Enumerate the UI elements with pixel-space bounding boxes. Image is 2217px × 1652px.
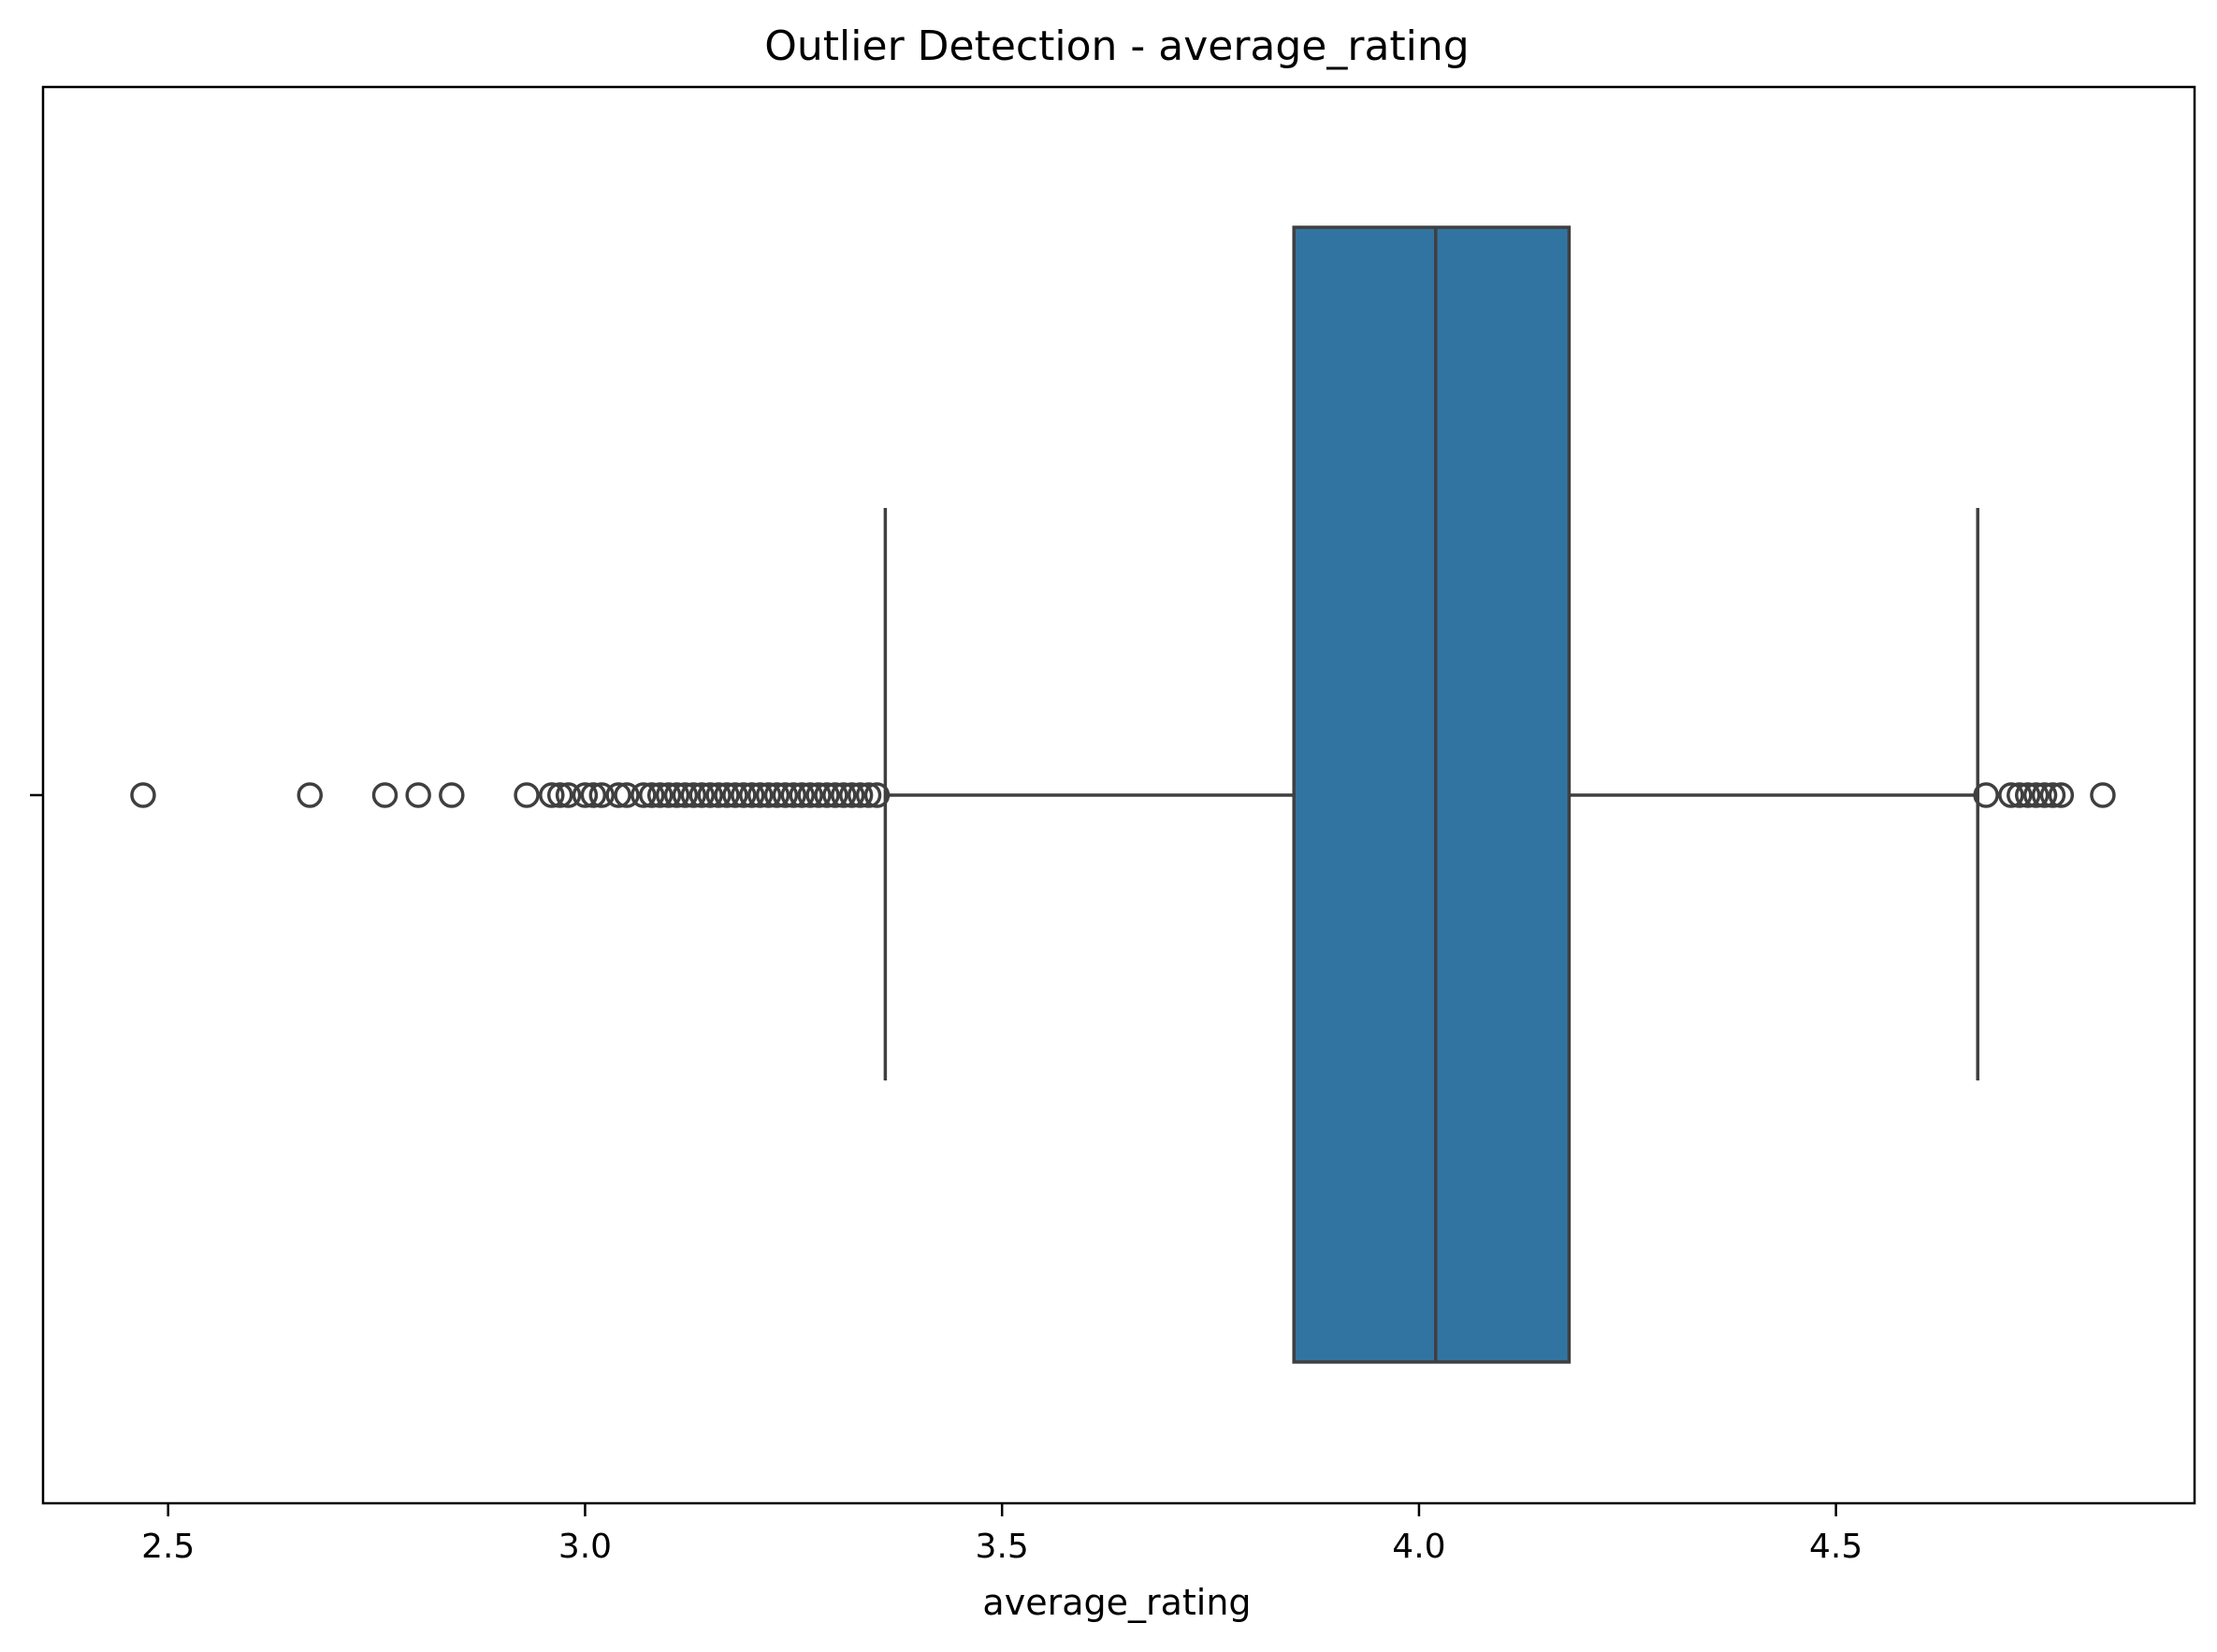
outlier-point bbox=[646, 782, 674, 808]
outlier-point bbox=[555, 782, 582, 808]
outlier-point bbox=[580, 782, 607, 808]
outlier-point bbox=[838, 782, 865, 808]
outlier-point bbox=[789, 782, 815, 808]
plot-area bbox=[41, 85, 2196, 1505]
x-tick-label: 3.5 bbox=[976, 1528, 1029, 1566]
outlier-point bbox=[763, 782, 790, 808]
outlier-point bbox=[1998, 782, 2024, 808]
outlier-point bbox=[2014, 782, 2041, 808]
x-tick-label: 3.0 bbox=[558, 1528, 612, 1566]
outlier-point bbox=[2048, 782, 2075, 808]
outlier-point bbox=[2031, 782, 2058, 808]
outlier-point bbox=[439, 782, 465, 808]
outlier-point bbox=[2039, 782, 2066, 808]
outlier-point bbox=[739, 782, 765, 808]
chart-title: Outlier Detection - average_rating bbox=[764, 22, 1469, 70]
outlier-point bbox=[2022, 782, 2050, 808]
outlier-point bbox=[2007, 782, 2033, 808]
outlier-point bbox=[805, 782, 832, 808]
outlier-point bbox=[855, 782, 882, 808]
outlier-point bbox=[2090, 782, 2116, 808]
outlier-point bbox=[655, 782, 682, 808]
outlier-point bbox=[831, 782, 857, 808]
outlier-point bbox=[639, 782, 665, 808]
outlier-point bbox=[731, 782, 757, 808]
outlier-point bbox=[614, 782, 640, 808]
outlier-point bbox=[780, 782, 807, 808]
outlier-point bbox=[697, 782, 723, 808]
outlier-point bbox=[714, 782, 740, 808]
outlier-point bbox=[680, 782, 707, 808]
outlier-point bbox=[863, 782, 891, 808]
outlier-point bbox=[572, 782, 599, 808]
outlier-point bbox=[797, 782, 823, 808]
outlier-point bbox=[297, 782, 324, 808]
outlier-point bbox=[663, 782, 690, 808]
outlier-point bbox=[755, 782, 782, 808]
outlier-point bbox=[371, 782, 398, 808]
x-tick-label: 2.5 bbox=[141, 1528, 195, 1566]
outlier-point bbox=[722, 782, 748, 808]
outlier-point bbox=[1973, 782, 1999, 808]
x-axis: 2.5 3.0 3.5 4.0 4.5 bbox=[30, 793, 1862, 1566]
outlier-point bbox=[514, 782, 540, 808]
outlier-point bbox=[539, 782, 565, 808]
x-axis-label: average_rating bbox=[982, 1582, 1251, 1623]
outlier-point bbox=[130, 782, 156, 808]
outlier-point bbox=[405, 782, 431, 808]
outlier-point bbox=[772, 782, 799, 808]
outlier-point bbox=[588, 782, 616, 808]
x-tick-label: 4.0 bbox=[1392, 1528, 1445, 1566]
outlier-point bbox=[605, 782, 631, 808]
outlier-point bbox=[705, 782, 732, 808]
x-tick-label: 4.5 bbox=[1809, 1528, 1862, 1566]
iqr-box bbox=[1292, 225, 1572, 1364]
outlier-point bbox=[672, 782, 699, 808]
outlier-point bbox=[822, 782, 848, 808]
outlier-point bbox=[746, 782, 774, 808]
outlier-point bbox=[847, 782, 874, 808]
outlier-point bbox=[630, 782, 657, 808]
outlier-point bbox=[814, 782, 840, 808]
outlier-point bbox=[546, 782, 573, 808]
outlier-point bbox=[688, 782, 716, 808]
